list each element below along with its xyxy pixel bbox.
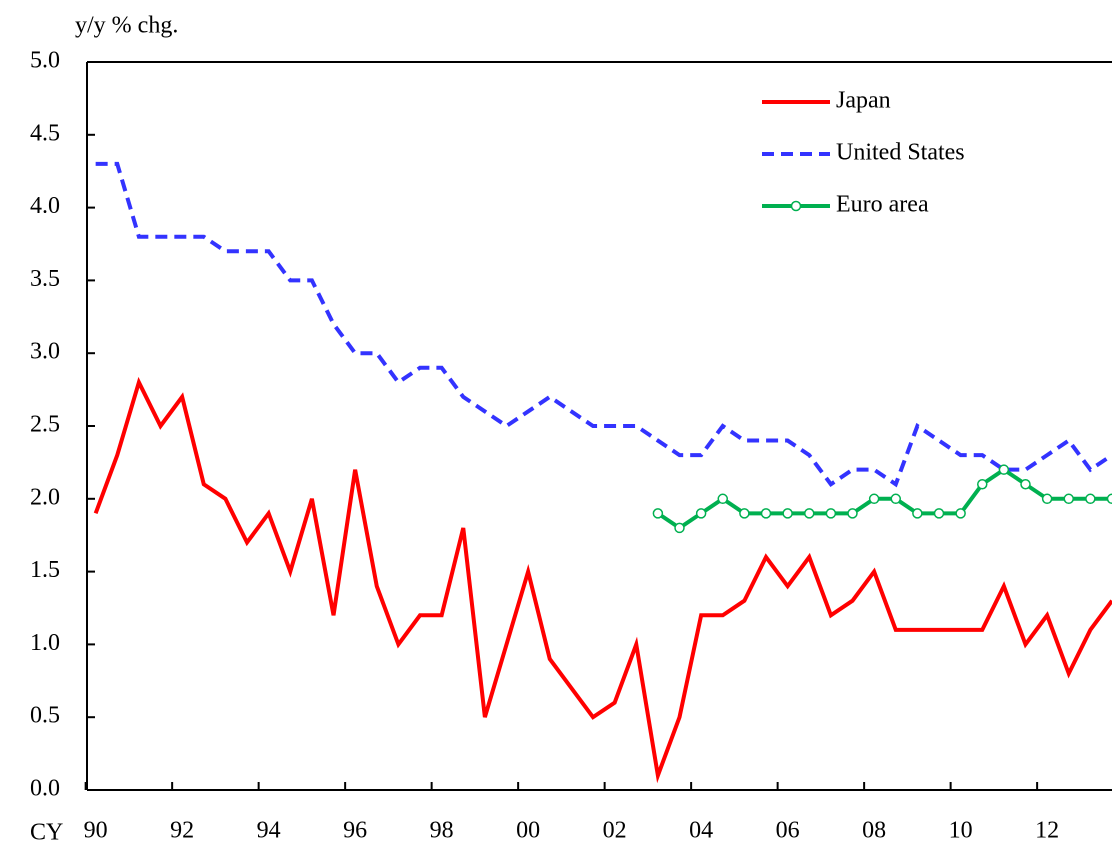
data-point xyxy=(805,509,814,518)
y-tick-label: 0.0 xyxy=(30,776,60,802)
x-tick-label: 94 xyxy=(257,818,281,844)
data-point xyxy=(1043,494,1052,503)
y-tick-label: 4.5 xyxy=(30,120,60,146)
data-point xyxy=(826,509,835,518)
data-point xyxy=(913,509,922,518)
x-tick-label: 00 xyxy=(516,818,540,844)
x-axis-label: CY xyxy=(30,820,63,846)
y-tick-label: 5.0 xyxy=(30,48,60,74)
data-point xyxy=(870,494,879,503)
data-point xyxy=(999,465,1008,474)
x-tick-label: 10 xyxy=(949,818,973,844)
data-point xyxy=(1086,494,1095,503)
data-point xyxy=(935,509,944,518)
plot-area xyxy=(96,164,1112,776)
legend-label: United States xyxy=(836,140,965,166)
data-point xyxy=(653,509,662,518)
data-point xyxy=(697,509,706,518)
x-tick-label: 02 xyxy=(603,818,627,844)
legend-marker xyxy=(792,202,801,211)
legend-label: Euro area xyxy=(836,192,929,218)
y-axis-label: y/y % chg. xyxy=(75,13,178,39)
data-point xyxy=(978,480,987,489)
data-point xyxy=(848,509,857,518)
data-point xyxy=(1108,494,1112,503)
y-tick-label: 2.5 xyxy=(30,412,60,438)
data-point xyxy=(1021,480,1030,489)
data-point xyxy=(718,494,727,503)
x-tick-label: 98 xyxy=(430,818,454,844)
data-point xyxy=(675,523,684,532)
data-point xyxy=(891,494,900,503)
series-line xyxy=(96,382,1112,775)
x-tick-label: 12 xyxy=(1035,818,1059,844)
data-point xyxy=(1064,494,1073,503)
y-tick-label: 2.0 xyxy=(30,484,60,510)
x-tick-label: 96 xyxy=(343,818,367,844)
x-tick-label: 90 xyxy=(84,818,108,844)
y-tick-label: 3.5 xyxy=(30,266,60,292)
series-line xyxy=(96,164,1112,484)
x-tick-label: 92 xyxy=(170,818,194,844)
y-tick-label: 3.0 xyxy=(30,339,60,365)
data-point xyxy=(762,509,771,518)
y-tick-label: 4.0 xyxy=(30,193,60,219)
x-tick-label: 04 xyxy=(689,818,713,844)
legend-label: Japan xyxy=(836,88,891,114)
y-tick-label: 0.5 xyxy=(30,703,60,729)
y-tick-label: 1.0 xyxy=(30,630,60,656)
x-tick-label: 06 xyxy=(776,818,800,844)
data-point xyxy=(783,509,792,518)
data-point xyxy=(740,509,749,518)
y-tick-label: 1.5 xyxy=(30,557,60,583)
data-point xyxy=(956,509,965,518)
x-tick-label: 08 xyxy=(862,818,886,844)
